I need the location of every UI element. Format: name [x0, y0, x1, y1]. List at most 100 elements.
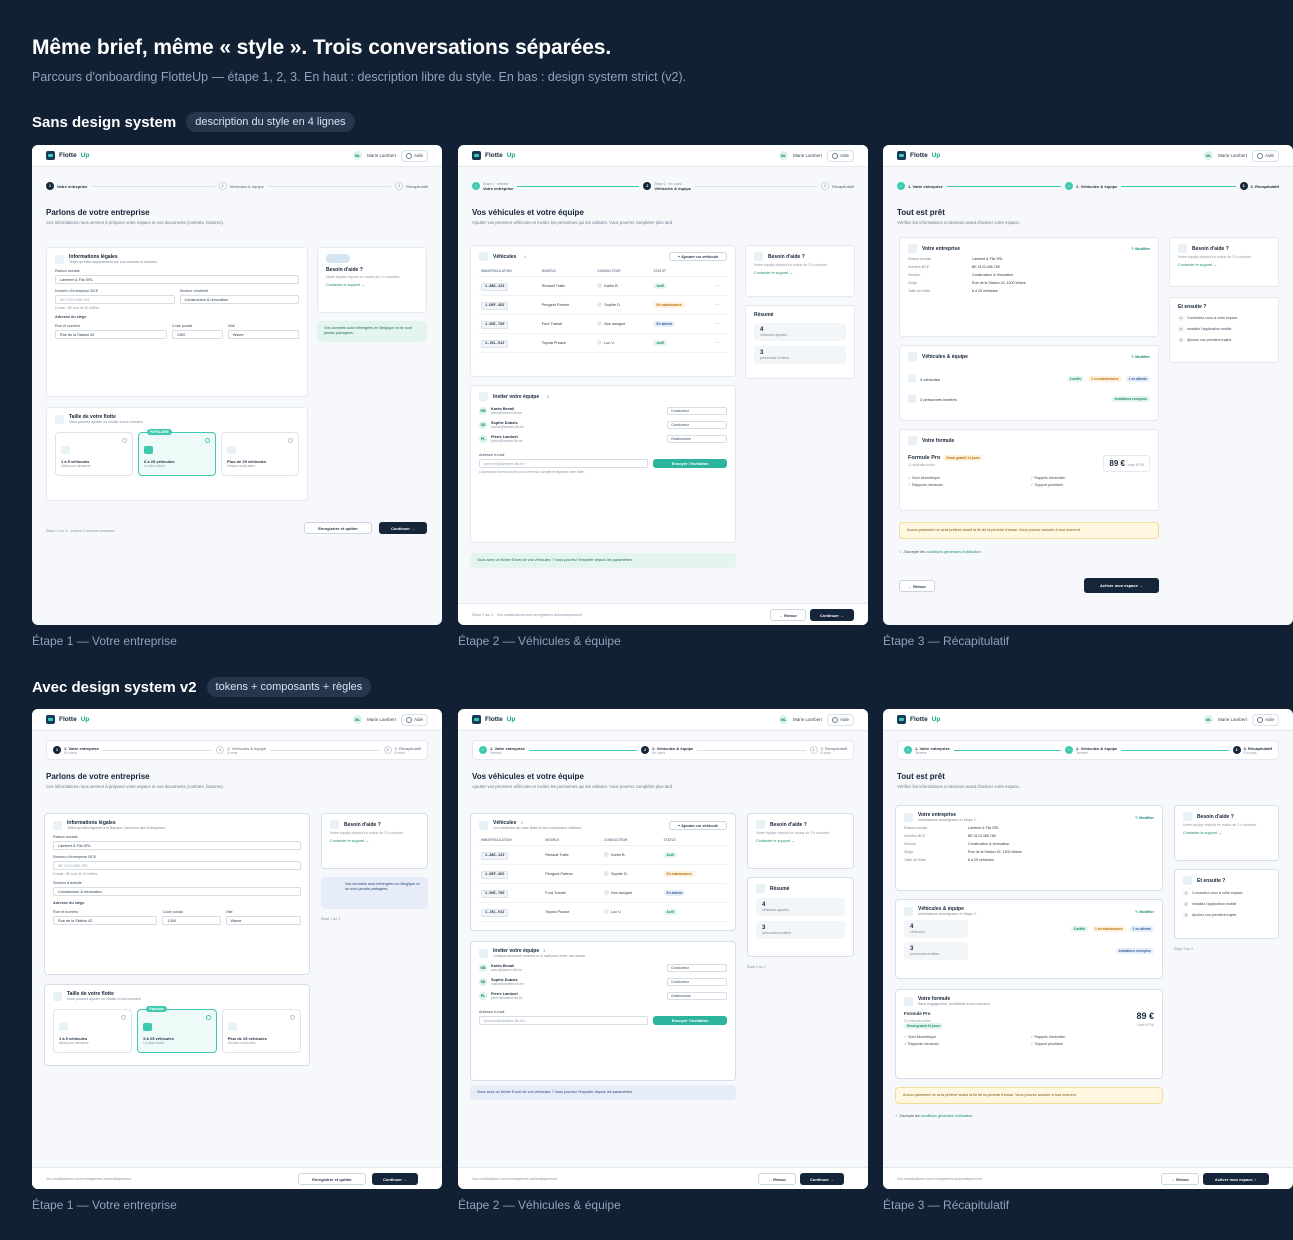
terms-checkbox[interactable]: J'accepte les conditions générales d'uti…	[895, 1114, 972, 1118]
role-select[interactable]: Conducteur	[667, 964, 727, 972]
role-select[interactable]: Conducteur	[667, 421, 727, 429]
role-select[interactable]: Conducteur	[667, 407, 727, 415]
more-icon[interactable]: ···	[715, 341, 720, 345]
column-header: STATUT	[661, 835, 727, 846]
raison-input[interactable]: Lambert & Fils SRL	[53, 841, 301, 850]
help-button[interactable]: Aide	[1251, 149, 1279, 162]
postcode-input[interactable]: 1300	[162, 916, 221, 925]
terms-link[interactable]: conditions générales d'utilisation	[926, 550, 981, 554]
save-quit-button[interactable]: Enregistrer et quitter	[298, 1173, 366, 1185]
support-link[interactable]: Contacter le support →	[326, 283, 366, 287]
column-header: CONDUCTEUR	[595, 266, 652, 277]
email-input[interactable]: prenom@lambert-fils.be	[479, 459, 649, 468]
continue-button[interactable]: Continuer →	[379, 522, 427, 534]
building-icon	[227, 1023, 237, 1031]
table-row[interactable]: 1-DEF-456 Peugeot Partner Sophie D. En main…	[479, 295, 727, 315]
bce-input[interactable]: BE 0123.456.789	[53, 861, 301, 870]
support-link[interactable]: Contacter le support →	[330, 839, 370, 843]
continue-button[interactable]: Continuer →	[810, 609, 854, 621]
stepper: 1 1. Votre entreprise En cours 2 2. Véhicul…	[46, 740, 428, 760]
send-invite-button[interactable]: Envoyer l'invitation	[653, 1016, 727, 1025]
step-label: 1. Votre entreprise	[490, 745, 525, 751]
terms-checkbox[interactable]: J'accepte les conditions générales d'uti…	[899, 549, 981, 554]
step-status: Étape 1 · terminé	[483, 181, 509, 186]
save-quit-button[interactable]: Enregistrer et quitter	[304, 522, 372, 534]
role-select[interactable]: Gestionnaire	[667, 992, 727, 1000]
card-title: Besoin d'aide ?	[1197, 813, 1234, 820]
fleet-option-medium[interactable]: Populaire 6 à 25 véhicules Le plus choisi	[137, 1006, 217, 1053]
role-select[interactable]: Gestionnaire	[667, 435, 727, 443]
table-row[interactable]: 1-JKL-012 Toyota Proace Luc V. Actif	[479, 902, 727, 922]
sector-select[interactable]: Construction & rénovation	[179, 295, 299, 304]
summary-people: 3 personnes invitées	[754, 346, 846, 364]
stepper: ✓ Étape 1 · terminé Votre entreprise 2 Étap…	[472, 176, 854, 196]
edit-link[interactable]: ✎ Modifier	[1134, 815, 1154, 820]
field-group-label: Adresse du siège	[55, 315, 87, 319]
street-input[interactable]: Rue de la Station 42	[55, 330, 167, 339]
support-link[interactable]: Contacter le support →	[756, 839, 796, 843]
activate-button[interactable]: Activer mon espace →	[1084, 578, 1159, 593]
table-row[interactable]: 1-GHI-789 Ford Transit Non assigné En atten…	[479, 314, 727, 334]
edit-link[interactable]: ✎ Modifier	[1130, 247, 1150, 251]
help-card: Besoin d'aide ? Notre équipe répond en m…	[321, 813, 428, 869]
step-label: 3. Récapitulatif	[394, 745, 421, 751]
help-button[interactable]: Aide	[826, 149, 854, 162]
truck-icon	[53, 991, 62, 1001]
edit-link[interactable]: ✎ Modifier	[1134, 909, 1154, 914]
role-select[interactable]: Conducteur	[667, 978, 727, 986]
send-invite-button[interactable]: Envoyer l'invitation	[653, 459, 727, 468]
fleet-option-small[interactable]: 1 à 5 véhicules Idéal pour démarrer	[55, 432, 133, 476]
table-row[interactable]: 1-JKL-012 Toyota Proace Luc V. Actif ···	[479, 333, 727, 353]
table-row[interactable]: 1-DEF-456 Peugeot Partner Sophie D. En main…	[479, 864, 727, 884]
invite-card: Inviter votre équipe 3 Chaque personne re…	[470, 941, 736, 1081]
more-icon[interactable]: ···	[715, 322, 720, 326]
city-input[interactable]: Wavre	[227, 330, 299, 339]
check-icon: ✓	[1065, 182, 1074, 190]
fleet-option-small[interactable]: 1 à 5 véhicules Idéal pour démarrer	[53, 1009, 133, 1053]
bce-input[interactable]: BE 0123.456.789	[55, 295, 175, 304]
footer-text: Vos modifications sont enregistrées auto…	[897, 1177, 983, 1181]
table-row[interactable]: 1-ABC-123 Renault Trafic Karim B. Actif	[479, 845, 727, 865]
truck-icon	[472, 715, 481, 724]
more-icon[interactable]: ···	[715, 303, 720, 307]
back-button[interactable]: ← Retour	[1161, 1173, 1199, 1185]
support-link[interactable]: Contacter le support →	[754, 271, 794, 275]
terms-link[interactable]: conditions générales d'utilisation	[920, 1114, 973, 1118]
trial-badge: Essai gratuit 14 jours	[904, 1023, 944, 1029]
support-link[interactable]: Contacter le support →	[1183, 831, 1223, 835]
help-button[interactable]: Aide	[400, 713, 428, 726]
sector-select[interactable]: Construction & rénovation	[53, 887, 301, 896]
fleet-option-large[interactable]: Plus de 25 véhicules Gestion multi-sites	[221, 1009, 301, 1053]
street-input[interactable]: Rue de la Station 42	[53, 916, 158, 925]
back-button[interactable]: ← Retour	[758, 1173, 796, 1185]
data-note: Vos données sont hébergées en Belgique e…	[317, 321, 427, 342]
check-icon: ✓	[472, 182, 480, 190]
postcode-input[interactable]: 1300	[171, 330, 223, 339]
raison-input[interactable]: Lambert & Fils SRL	[55, 275, 299, 284]
help-button[interactable]: Aide	[400, 149, 428, 162]
add-vehicle-button[interactable]: + Ajouter un véhicule	[669, 820, 727, 830]
card-title: Résumé	[770, 885, 790, 892]
fleet-option-medium[interactable]: POPULAIRE 6 à 25 véhicules Le plus choisi	[138, 429, 216, 476]
edit-link[interactable]: ✎ Modifier	[1130, 355, 1150, 359]
add-vehicle-button[interactable]: + Ajouter un véhicule	[669, 252, 727, 261]
table-row[interactable]: 1-ABC-123 Renault Trafic Karim B. Actif ···	[479, 276, 727, 296]
table-row[interactable]: 1-GHI-789 Ford Transit Non assigné En atten…	[479, 883, 727, 903]
email-input[interactable]: prenom@lambert-fils.be	[479, 1016, 649, 1025]
back-button[interactable]: ← Retour	[899, 580, 935, 592]
support-link[interactable]: Contacter le support →	[1178, 263, 1218, 267]
help-button[interactable]: Aide	[826, 713, 854, 726]
app-logo: Flotte Up	[897, 151, 940, 160]
continue-button[interactable]: Continuer →	[372, 1173, 418, 1185]
city-input[interactable]: Wavre	[225, 916, 301, 925]
fleet-option-large[interactable]: Plus de 25 véhicules Gestion multi-sites	[221, 432, 299, 476]
activate-button[interactable]: Activer mon espace ✓	[1203, 1173, 1269, 1185]
driver-avatar	[597, 283, 603, 288]
summary-key: Numéro BCE	[908, 265, 930, 269]
back-button[interactable]: ← Retour	[770, 609, 806, 621]
vehicles-card: Véhicules 4 Les véhicules de votre flotte…	[470, 813, 736, 931]
help-button[interactable]: Aide	[1251, 713, 1279, 726]
more-icon[interactable]: ···	[715, 284, 720, 288]
caption-step2: Étape 2 — Véhicules & équipe	[458, 634, 621, 648]
continue-button[interactable]: Continuer →	[800, 1173, 844, 1185]
